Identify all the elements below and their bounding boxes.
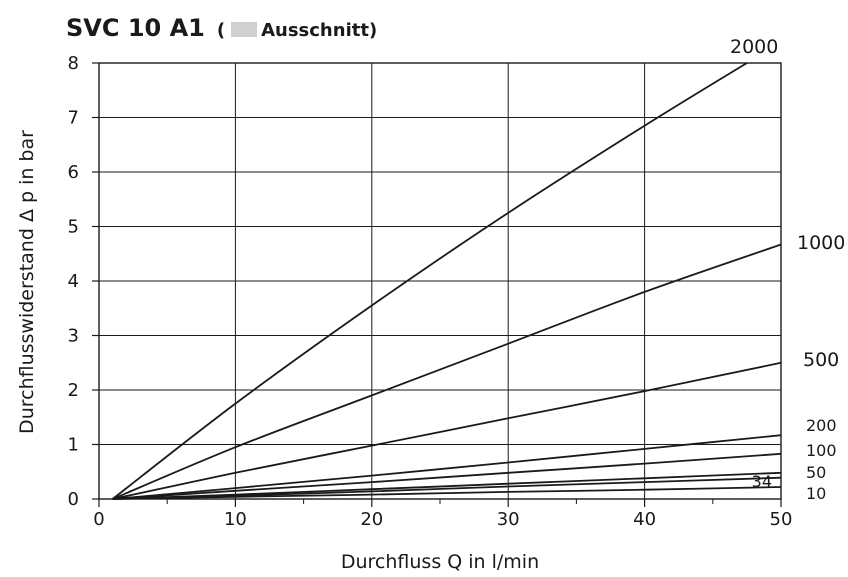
series-line-500: [112, 361, 782, 500]
y-tick-label: 8: [68, 53, 79, 74]
grey-swatch-icon: [231, 22, 258, 37]
x-tick-label: 30: [497, 509, 520, 530]
y-axis-title: Durchflusswiderstand Δ p in bar: [16, 130, 38, 434]
note-open-paren: (: [216, 20, 226, 41]
series-label-1000: 1000: [797, 232, 845, 254]
series-label-100: 100: [806, 441, 837, 460]
x-tick-label: 20: [360, 509, 383, 530]
series-label-200: 200: [806, 416, 837, 435]
note-text: Ausschnitt): [261, 20, 378, 41]
chart-title-main: SVC 10 A1: [66, 14, 205, 42]
y-tick-label: 2: [68, 380, 79, 401]
chart-title: SVC 10 A1 ( Ausschnitt): [66, 14, 377, 42]
y-tick-label: 4: [68, 271, 79, 292]
x-tick-label: 40: [633, 509, 656, 530]
series-labels: 2000 1000 500 200 100 50 34 10: [730, 36, 845, 503]
series-line-100: [112, 452, 782, 500]
series-line-2000: [112, 62, 748, 500]
x-tick-label: 50: [770, 509, 793, 530]
series-label-34: 34: [752, 472, 772, 491]
y-tick-label: 0: [68, 489, 79, 510]
series-line-34: [112, 476, 782, 500]
y-tick-label: 3: [68, 326, 79, 347]
series-line-10: [112, 486, 782, 500]
x-tick-label: 10: [224, 509, 247, 530]
y-tick-label: 1: [68, 435, 79, 456]
series-label-10: 10: [806, 484, 826, 503]
series-line-50: [112, 471, 782, 500]
series-line-200: [112, 434, 782, 500]
series-label-500: 500: [803, 349, 839, 371]
series-lines: [112, 62, 782, 500]
grid: [98, 62, 782, 500]
x-axis-title: Durchfluss Q in l/min: [341, 551, 539, 573]
series-label-50: 50: [806, 463, 826, 482]
y-tick-label: 7: [68, 108, 79, 129]
y-tick-label: 5: [68, 217, 79, 238]
x-tick-label: 0: [93, 509, 104, 530]
series-line-1000: [112, 243, 782, 500]
series-label-2000: 2000: [730, 36, 778, 58]
chart-title-note: ( Ausschnitt): [217, 20, 377, 41]
y-tick-label: 6: [68, 162, 79, 183]
